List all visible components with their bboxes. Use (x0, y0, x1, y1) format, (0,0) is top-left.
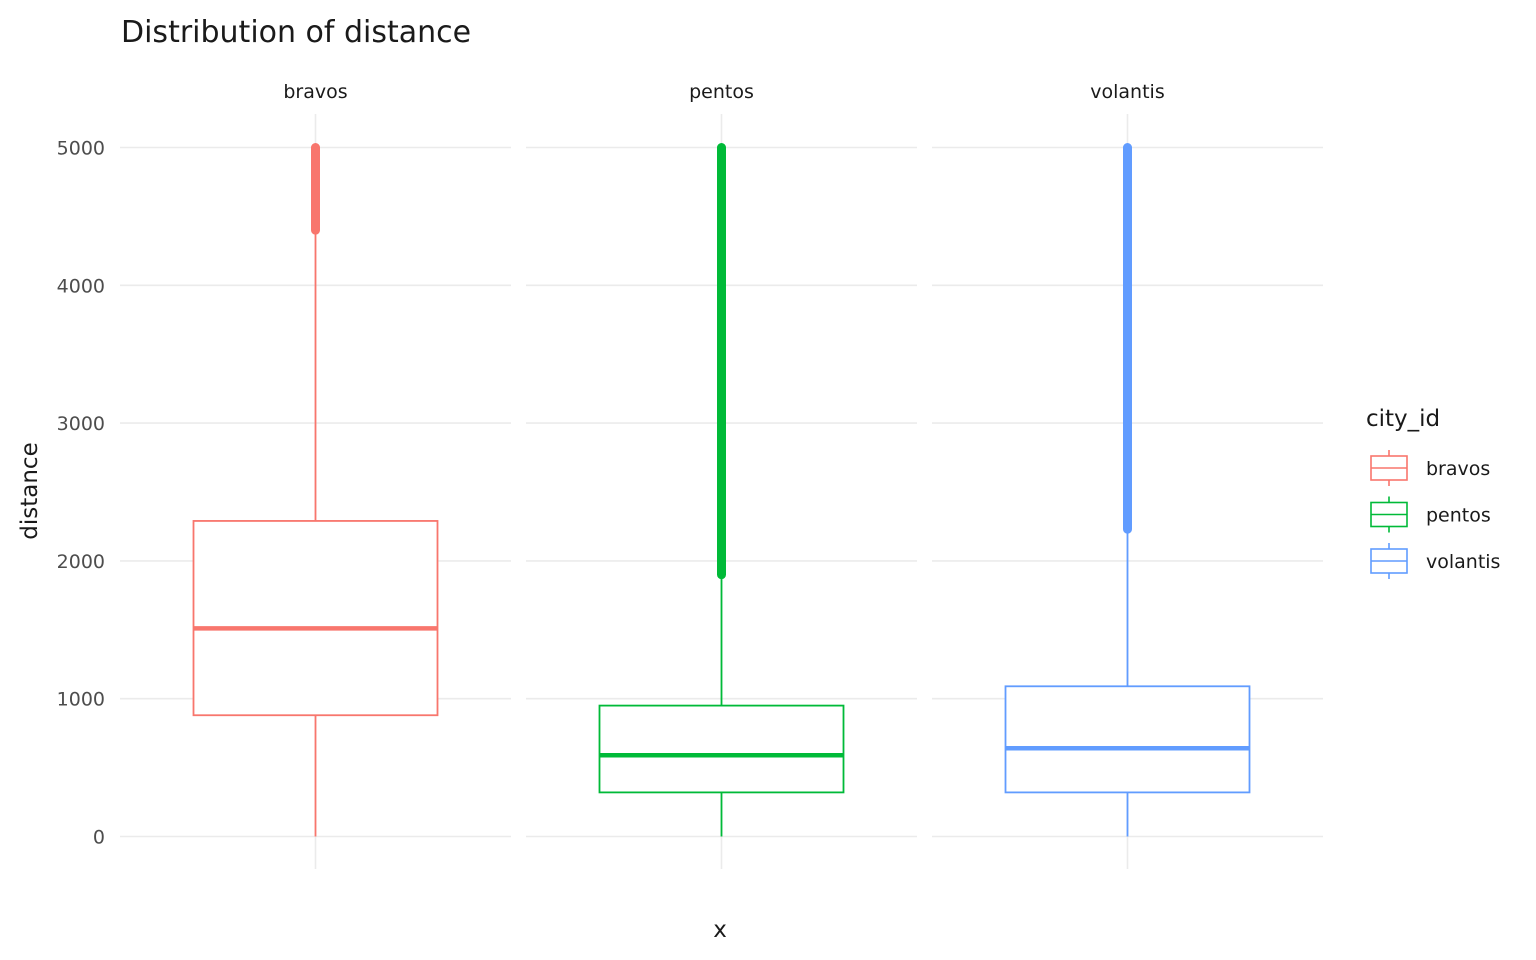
legend-title: city_id (1366, 406, 1440, 432)
y-axis-title: distance (17, 442, 43, 539)
facet-panel-volantis: volantis (932, 81, 1323, 869)
y-tick-label-2000: 2000 (57, 551, 105, 573)
y-tick-label-3000: 3000 (57, 413, 105, 435)
legend-label-volantis: volantis (1426, 551, 1500, 573)
facet-strip-label-pentos: pentos (689, 81, 754, 103)
legend-label-bravos: bravos (1426, 458, 1490, 480)
box-bravos (192, 520, 439, 717)
legend-entry-pentos: pentos (1370, 496, 1491, 533)
facet-panels: bravos pentos volantis (120, 81, 1323, 869)
legend-label-pentos: pentos (1426, 505, 1491, 527)
facet-strip-label-volantis: volantis (1090, 81, 1164, 103)
legend: city_id bravos pentos volantis (1366, 406, 1500, 579)
facet-panel-pentos: pentos (526, 81, 917, 869)
legend-entry-volantis: volantis (1370, 543, 1500, 579)
y-tick-label-1000: 1000 (57, 689, 105, 711)
facet-strip-label-bravos: bravos (283, 81, 347, 103)
box-pentos (598, 704, 845, 794)
y-tick-label-0: 0 (93, 827, 105, 849)
y-axis-ticks: 0 1000 2000 3000 4000 5000 (57, 138, 105, 849)
y-tick-label-5000: 5000 (57, 138, 105, 160)
x-axis-title: x (713, 917, 727, 943)
legend-entry-bravos: bravos (1370, 450, 1490, 486)
box-volantis (1004, 685, 1251, 794)
chart-title: Distribution of distance (121, 15, 471, 50)
facet-panel-bravos: bravos (120, 81, 511, 869)
y-tick-label-4000: 4000 (57, 275, 105, 297)
